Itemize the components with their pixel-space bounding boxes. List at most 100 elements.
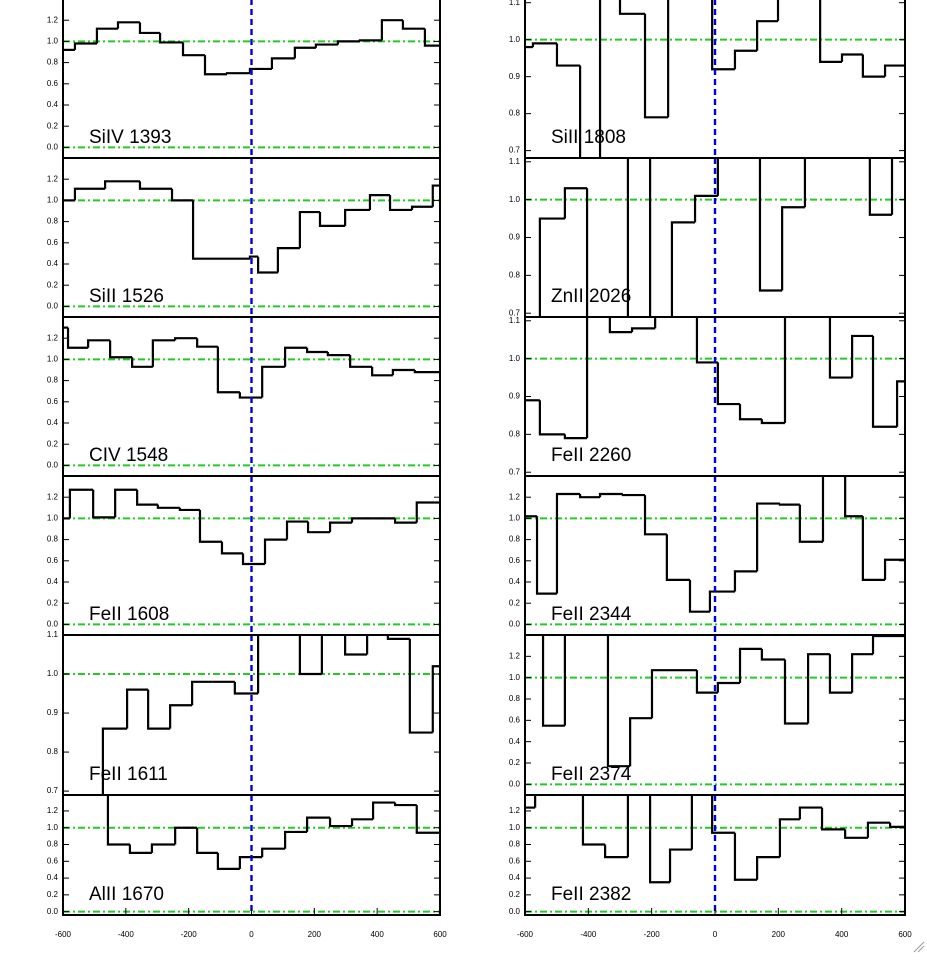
spectrum-step [563, 635, 566, 726]
spectrum-step [756, 502, 780, 572]
spectrum-step [861, 516, 886, 581]
y-tick-label: 0.6 [47, 556, 59, 565]
y-tick-label: 1.2 [47, 333, 59, 342]
y-tick-label: 1.0 [509, 823, 521, 832]
spectrum-step [116, 21, 140, 29]
y-tick-label: 0.6 [509, 715, 521, 724]
spectrum-step [306, 347, 328, 354]
y-tick-label: 0.8 [509, 270, 521, 279]
y-tick-label: 1.2 [47, 492, 59, 501]
y-tick-label: 0.4 [509, 737, 521, 746]
spectrum-step [668, 848, 692, 883]
spectrum-step [256, 635, 260, 694]
spectrum-step [667, 0, 670, 118]
y-tick-label: 0.8 [47, 217, 59, 226]
spectrum-step [388, 195, 413, 212]
plot-area [525, 635, 905, 795]
spectrum-step [648, 795, 671, 884]
spectrum-step [431, 665, 440, 733]
spectrum-step [883, 64, 905, 77]
y-tick-label: 1.2 [509, 492, 521, 501]
spectrum-step [241, 553, 266, 566]
spectrum-step [670, 221, 696, 317]
y-tick-label: 0.6 [47, 238, 59, 247]
spectrum-step [688, 579, 710, 613]
line-label: SiIV 1393 [89, 127, 171, 148]
y-tick-label: 0.8 [47, 376, 59, 385]
y-tick-label: 1.2 [47, 174, 59, 183]
y-tick-label: 1.1 [509, 0, 521, 7]
spectrum-step [248, 67, 272, 74]
spectrum-step [326, 351, 351, 357]
spectrum-step [783, 317, 787, 423]
spectrum-step [318, 212, 346, 227]
plot-area [525, 795, 905, 915]
x-tick-label: -200 [644, 930, 661, 939]
spectrum-step [401, 20, 425, 30]
spectrum-step [106, 795, 130, 846]
spectrum-step [196, 338, 218, 348]
y-tick-label: 0.8 [509, 694, 521, 703]
spectrum-step [68, 488, 94, 519]
y-tick-label: 1.0 [509, 354, 521, 363]
panel: 0.0 0.2 0.4 0.6 0.8 1.0 1.2 SiIV 1393 [47, 0, 441, 159]
line-label: SiII 1808 [551, 127, 626, 148]
y-tick-label: 0.9 [509, 392, 521, 401]
spectrum-step [328, 521, 353, 533]
spectrum-step [263, 538, 288, 564]
line-label: FeII 2382 [551, 884, 631, 905]
spectrum-step [270, 57, 295, 69]
spectrum-step [191, 200, 250, 260]
y-tick-label: 0.0 [47, 461, 59, 470]
spectrum-step [128, 844, 152, 855]
line-label: AlII 1670 [89, 884, 164, 905]
y-tick-label: 0.2 [47, 890, 59, 899]
spectrum-step [95, 27, 118, 44]
spectrum-step [871, 635, 905, 655]
y-tick-label: 1.0 [47, 669, 59, 678]
spectrum-step [531, 42, 557, 48]
y-tick-label: 1.0 [509, 673, 521, 682]
spectrum-step [695, 317, 718, 364]
spectrum-step [776, 0, 780, 22]
spectrum-step [820, 807, 846, 831]
spectrum-step [733, 832, 758, 881]
spectrum-step [284, 346, 308, 367]
y-tick-label: 1.0 [47, 823, 59, 832]
x-tick-label: -400 [580, 930, 597, 939]
spectrum-step [690, 795, 693, 850]
y-tick-label: 0.7 [509, 308, 521, 317]
spectrum-step [716, 362, 741, 406]
spectrum-step [415, 501, 440, 523]
spectrum-step [198, 509, 222, 543]
spectrum-step [758, 158, 783, 292]
spectrum-step [298, 635, 322, 676]
plot-area [525, 0, 905, 158]
y-tick-label: 0.6 [47, 397, 59, 406]
spectrum-step [248, 255, 259, 259]
spectrum-step [431, 184, 440, 207]
spectrum-step [581, 795, 606, 846]
spectrum-step [101, 727, 128, 795]
panel: 0.0 0.2 0.4 0.6 0.8 1.0 1.2 SiII 1526 [47, 157, 441, 318]
spectrum-step [285, 520, 309, 540]
plot-area [63, 317, 440, 476]
x-tick-label: -600 [517, 930, 534, 939]
spectrum-step [391, 368, 415, 376]
panel: 0.0 0.2 0.4 0.6 0.8 1.0 1.2 -600 -400 -200 0 200 400… [509, 794, 912, 939]
line-label: CIV 1548 [89, 445, 168, 466]
spectrum-step [314, 43, 338, 48]
y-tick-label: 1.2 [509, 651, 521, 660]
x-tick-label: 0 [713, 930, 718, 939]
spectrum-step [760, 419, 785, 425]
spectrum-step [238, 855, 263, 869]
spectrum-step [756, 20, 779, 51]
spectrum-step [798, 504, 823, 543]
spectrum-step [851, 653, 874, 693]
spectrum-step [828, 317, 853, 379]
spectrum-step [368, 194, 391, 210]
spectrum-step [621, 493, 646, 497]
spectrum-step [320, 635, 323, 675]
spectrum-step [225, 72, 250, 75]
